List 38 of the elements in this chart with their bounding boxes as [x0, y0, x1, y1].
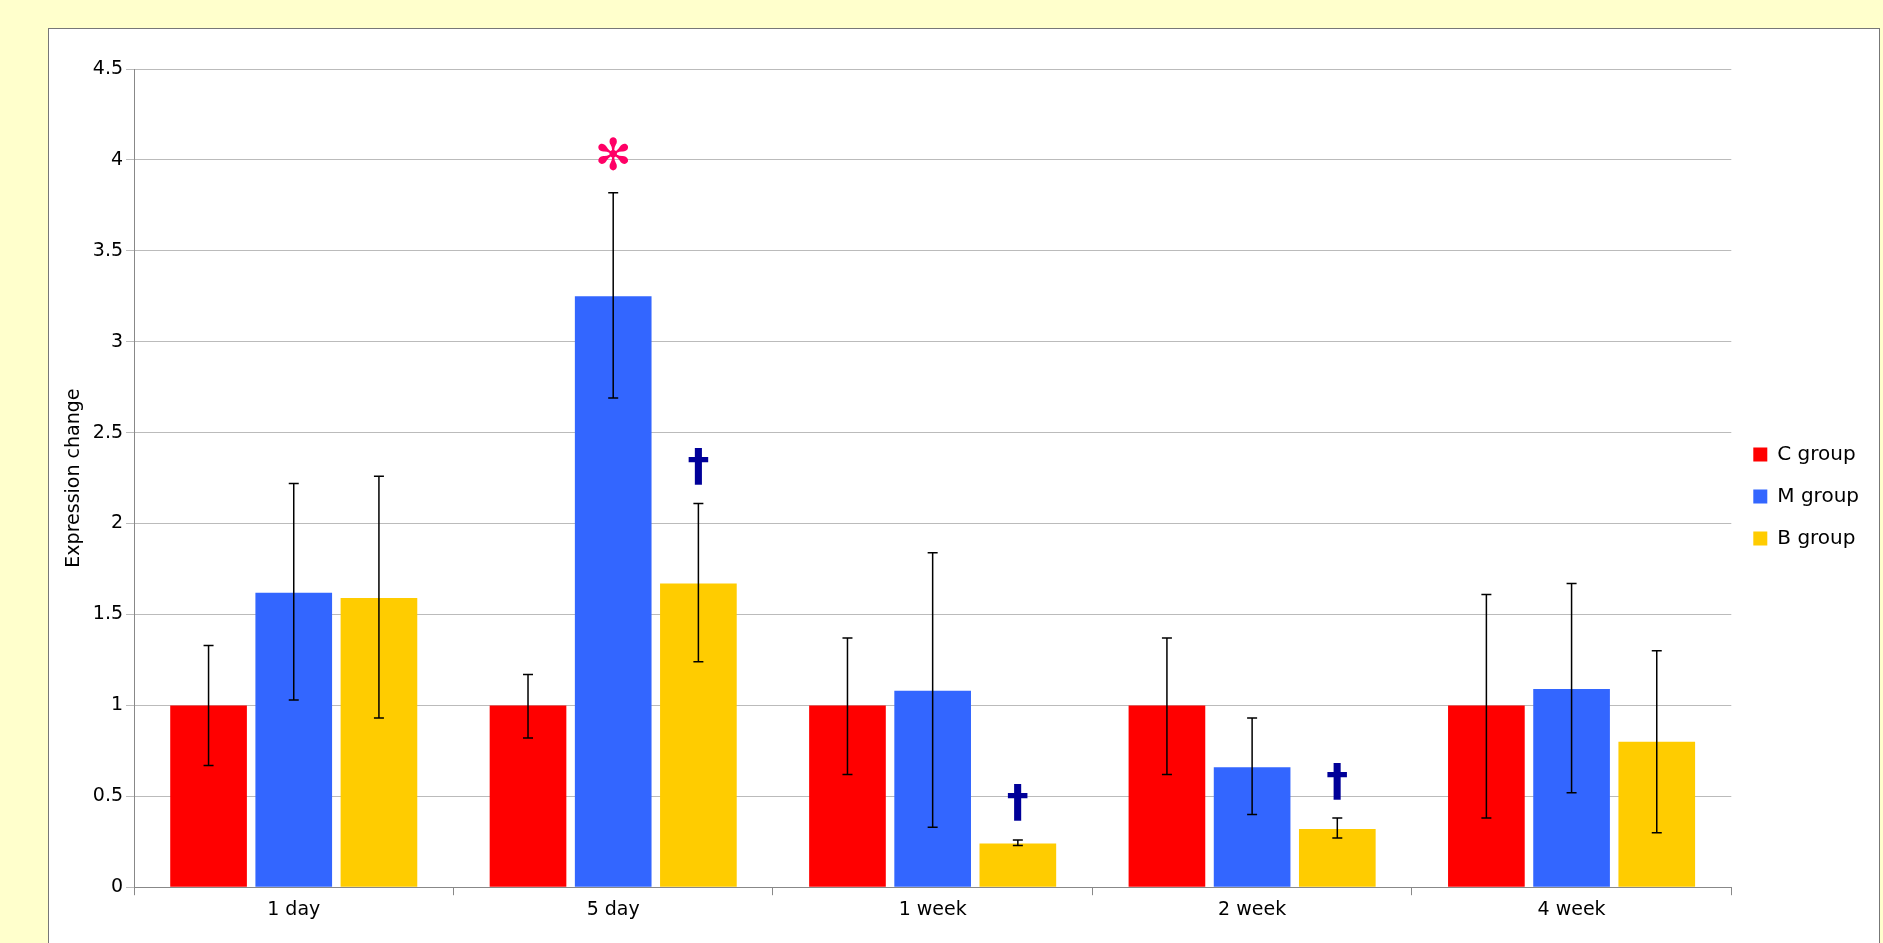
bar [1213, 767, 1291, 887]
y-tick-label: 2.5 [92, 419, 124, 442]
y-tick-label: 1.5 [92, 601, 124, 624]
bar [809, 705, 886, 887]
y-tick-label: 3 [110, 328, 124, 351]
data-label: ✻ [594, 129, 632, 181]
bar [170, 705, 247, 887]
bar [894, 690, 971, 887]
bar [489, 705, 567, 887]
bar [340, 598, 418, 887]
data-label: † [1006, 776, 1029, 828]
x-tick-label: 2 week [1218, 896, 1287, 919]
bar [1128, 705, 1206, 887]
bar [979, 843, 1057, 887]
data-label: † [1326, 754, 1349, 806]
y-tick-label: 2 [110, 510, 124, 533]
bar [574, 296, 652, 887]
bar [660, 583, 737, 887]
bar [1618, 741, 1696, 887]
y-tick-label: 4.5 [92, 55, 124, 78]
x-tick-label: 5 day [586, 896, 640, 919]
y-tick-label: 1 [110, 692, 124, 715]
y-axis-title: Expression change [61, 388, 84, 568]
bar [1448, 705, 1525, 887]
y-tick-label: 0.5 [92, 783, 124, 806]
bar [255, 592, 333, 887]
bar [1533, 689, 1610, 887]
bar [1298, 829, 1376, 887]
y-tick-label: 0 [110, 874, 124, 897]
legend-label: C group [1777, 440, 1856, 465]
data-label: † [687, 439, 710, 491]
y-tick-label: 4 [110, 146, 124, 169]
legend-label: B group [1777, 524, 1856, 549]
x-tick-label: 1 day [267, 896, 321, 919]
x-tick-label: 1 week [898, 896, 967, 919]
x-tick-label: 4 week [1537, 896, 1606, 919]
legend-label: M group [1777, 482, 1859, 507]
y-tick-label: 3.5 [92, 237, 124, 260]
